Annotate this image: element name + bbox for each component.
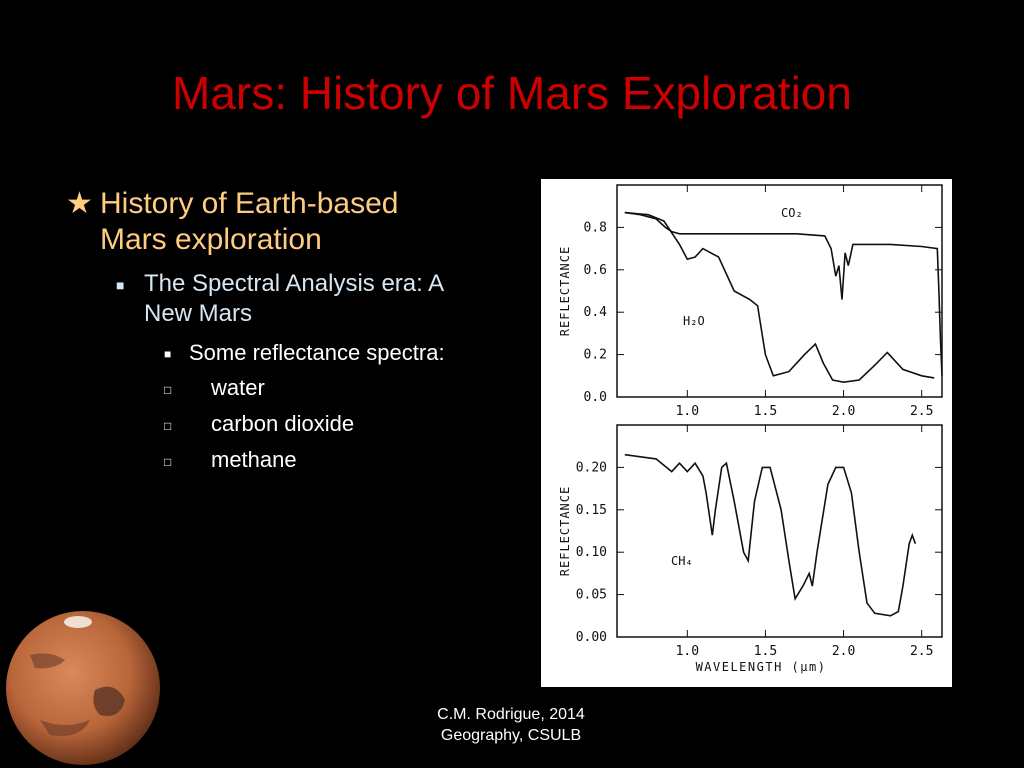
- x-tick-label: 1.5: [754, 644, 777, 659]
- x-tick-label: 2.5: [910, 644, 933, 659]
- spectra-figure: 0.0 0.2 0.4 0.6 0.8 1.0 1.5 2.0 2.5 REFLECTANCE CO…: [541, 179, 952, 687]
- x-tick-label: 2.5: [910, 404, 933, 419]
- square-bullet: ■: [116, 277, 125, 293]
- spectrum-line: [624, 211, 935, 384]
- footer-line: C.M. Rodrigue, 2014: [437, 706, 585, 723]
- y-axis-label: REFLECTANCE: [558, 246, 572, 336]
- x-tick-label: 2.0: [832, 644, 855, 659]
- slide-title: Mars: History of Mars Exploration: [172, 67, 852, 119]
- bullet-text: History of Earth-based Mars exploration: [100, 187, 399, 256]
- y-tick-label: 0.20: [576, 460, 607, 475]
- y-tick-label: 0.00: [576, 630, 607, 645]
- x-axis-label: WAVELENGTH (μm): [696, 660, 827, 674]
- footer-line: Geography, CSULB: [440, 727, 582, 744]
- square-bullet: ■: [164, 347, 172, 361]
- x-tick-label: 2.0: [832, 404, 855, 419]
- series-label: CO₂: [781, 206, 803, 220]
- hollow-bullet: □: [164, 383, 172, 397]
- series-label: CH₄: [671, 554, 693, 568]
- figure-background: [541, 179, 952, 687]
- y-tick-label: 0.15: [576, 503, 607, 518]
- x-tick-label: 1.0: [676, 644, 699, 659]
- list-item: methane: [211, 447, 297, 472]
- y-tick-label: 0.10: [576, 545, 607, 560]
- y-tick-label: 0.05: [576, 588, 607, 603]
- spectrum-line: [624, 453, 917, 617]
- x-tick-label: 1.0: [676, 404, 699, 419]
- y-tick-label: 0.8: [584, 220, 607, 235]
- list-item: water: [211, 375, 265, 400]
- hollow-bullet: □: [164, 455, 172, 469]
- list-item: carbon dioxide: [211, 411, 355, 436]
- plot-frame: [616, 424, 943, 638]
- series-label: H₂O: [683, 314, 705, 328]
- hollow-bullet: □: [164, 419, 172, 433]
- bullet-text: The Spectral Analysis era: A New Mars: [144, 270, 443, 327]
- star-bullet: ★: [66, 187, 93, 220]
- y-tick-label: 0.6: [584, 263, 607, 278]
- y-tick-label: 0.0: [584, 390, 607, 405]
- y-axis-label: REFLECTANCE: [558, 486, 572, 576]
- mars-image: [6, 611, 160, 765]
- plot-frame: [616, 184, 943, 398]
- x-tick-label: 1.5: [754, 404, 777, 419]
- bullet-text: Some reflectance spectra:: [189, 340, 445, 365]
- y-tick-label: 0.4: [584, 305, 608, 320]
- y-tick-label: 0.2: [584, 348, 607, 363]
